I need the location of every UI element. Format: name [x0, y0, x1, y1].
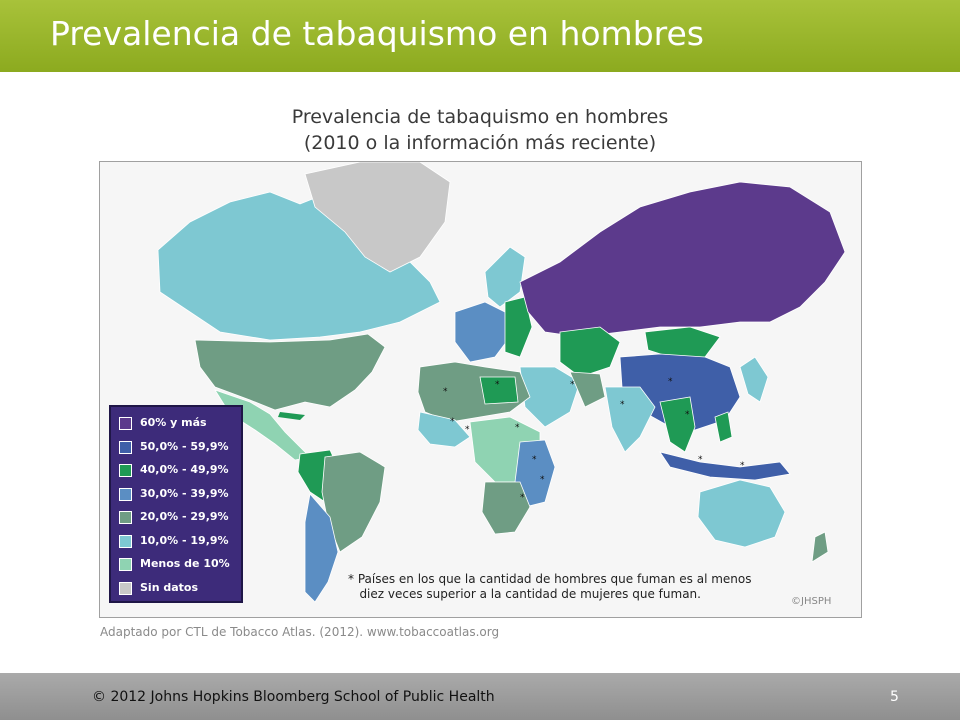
legend-label: 40,0% - 49,9%	[140, 463, 229, 476]
map-title: Prevalencia de tabaquismo en hombres (20…	[0, 104, 960, 156]
svg-text:*: *	[495, 380, 500, 390]
legend-swatch	[119, 464, 132, 477]
slide-title: Prevalencia de tabaquismo en hombres	[50, 14, 704, 53]
source-citation: Adaptado por CTL de Tobacco Atlas. (2012…	[100, 625, 500, 639]
svg-text:*: *	[540, 475, 545, 485]
footer-copyright: © 2012 Johns Hopkins Bloomberg School of…	[92, 689, 495, 705]
region-south-africa	[481, 481, 531, 535]
region-cuba	[278, 412, 305, 420]
slide-footer: © 2012 Johns Hopkins Bloomberg School of…	[0, 673, 960, 720]
svg-text:*: *	[515, 423, 520, 433]
region-india	[604, 386, 656, 453]
region-east-europe	[504, 296, 533, 358]
legend-label: 10,0% - 19,9%	[140, 533, 229, 547]
region-argentina-chile	[304, 493, 339, 603]
legend-label: 30,0% - 39,9%	[140, 486, 229, 500]
region-mongolia	[644, 326, 721, 358]
svg-text:*: *	[668, 377, 673, 387]
legend-swatch	[119, 558, 132, 571]
svg-text:*: *	[443, 387, 448, 397]
svg-text:*: *	[620, 400, 625, 410]
legend-label: Sin datos	[140, 580, 199, 594]
legend-swatch	[119, 417, 132, 430]
slide-header: Prevalencia de tabaquismo en hombres	[0, 0, 960, 72]
legend-swatch	[119, 440, 132, 454]
region-middle-east	[519, 366, 581, 428]
legend-swatch	[119, 511, 132, 524]
region-australia	[697, 479, 786, 548]
region-brazil	[321, 451, 386, 553]
svg-text:*: *	[520, 493, 525, 503]
legend-label: Menos de 10%	[140, 557, 230, 570]
legend-label: 60% y más	[140, 416, 207, 429]
map-title-line2: (2010 o la información más reciente)	[303, 132, 657, 154]
region-usa	[194, 333, 386, 411]
svg-text:*: *	[698, 455, 703, 465]
region-libya-egypt	[479, 376, 519, 405]
region-greenland	[304, 162, 451, 273]
region-new-zealand	[811, 531, 829, 563]
region-west-europe	[454, 301, 511, 363]
region-japan-korea	[739, 356, 769, 403]
region-iran	[569, 371, 606, 408]
svg-text:*: *	[450, 417, 455, 427]
map-title-line1: Prevalencia de tabaquismo en hombres	[291, 106, 669, 128]
legend-label: 20,0% - 29,9%	[140, 510, 229, 523]
svg-text:*: *	[465, 425, 470, 435]
region-indonesia	[659, 451, 791, 481]
svg-text:*: *	[740, 461, 745, 471]
region-philippines	[714, 411, 733, 443]
region-russia	[519, 181, 846, 338]
map-credit: ©JHSPH	[791, 596, 832, 607]
region-se-asia	[659, 396, 696, 453]
svg-text:*: *	[570, 380, 575, 390]
world-map-graphic: *** *** *** *** **	[157, 162, 846, 603]
legend-swatch	[119, 487, 132, 501]
svg-text:*: *	[685, 410, 690, 420]
legend-swatch	[119, 581, 132, 595]
map-footnote: * Países en los que la cantidad de hombr…	[348, 572, 752, 601]
page-number: 5	[890, 689, 899, 705]
region-scandinavia	[484, 246, 526, 308]
region-central-asia	[559, 326, 621, 378]
svg-text:*: *	[532, 455, 537, 465]
map-legend: 60% y más 50,0% - 59,9% 40,0% - 49,9% 30,0%…	[109, 405, 243, 603]
legend-label: 50,0% - 59,9%	[140, 439, 229, 453]
legend-swatch	[119, 534, 132, 548]
region-west-africa	[417, 411, 471, 448]
